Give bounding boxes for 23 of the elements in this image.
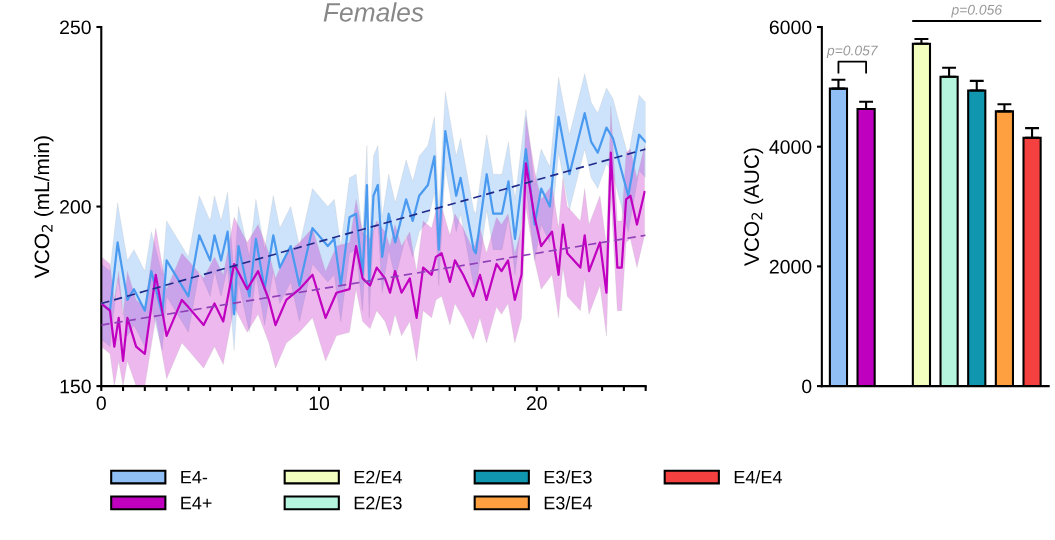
y-tick-label: 0 [802, 379, 812, 394]
legend-label: E2/E4 [354, 470, 402, 484]
x-tick-label: 10 [309, 396, 330, 411]
y-tick-label: 250 [60, 20, 91, 35]
y-axis-title: VCO$_{2}$ (AUC) [743, 148, 764, 266]
annotation: p=0.057 [826, 45, 878, 59]
legend-label: E3/E4 [544, 496, 592, 510]
legend-label: E2/E3 [354, 496, 402, 510]
y-tick-label: 6000 [769, 20, 812, 35]
x-tick-label: 20 [526, 396, 547, 411]
chart-title: Females [323, 2, 424, 22]
legend-label: E4/E4 [734, 470, 782, 484]
y-tick-label: 4000 [769, 140, 812, 154]
y-axis-title: VCO$_{2}$ (mL/min) [33, 136, 54, 279]
y-tick-label: 200 [60, 200, 91, 214]
legend-label: E4- [181, 470, 208, 484]
line-series [101, 151, 646, 363]
y-tick-label: 2000 [769, 259, 812, 274]
y-tick-label: 150 [60, 379, 91, 394]
text: p=0.056 [951, 4, 1003, 18]
x-tick-label: 0 [96, 396, 106, 411]
legend-label: E4+ [181, 496, 212, 510]
legend-label: E3/E3 [544, 470, 592, 484]
